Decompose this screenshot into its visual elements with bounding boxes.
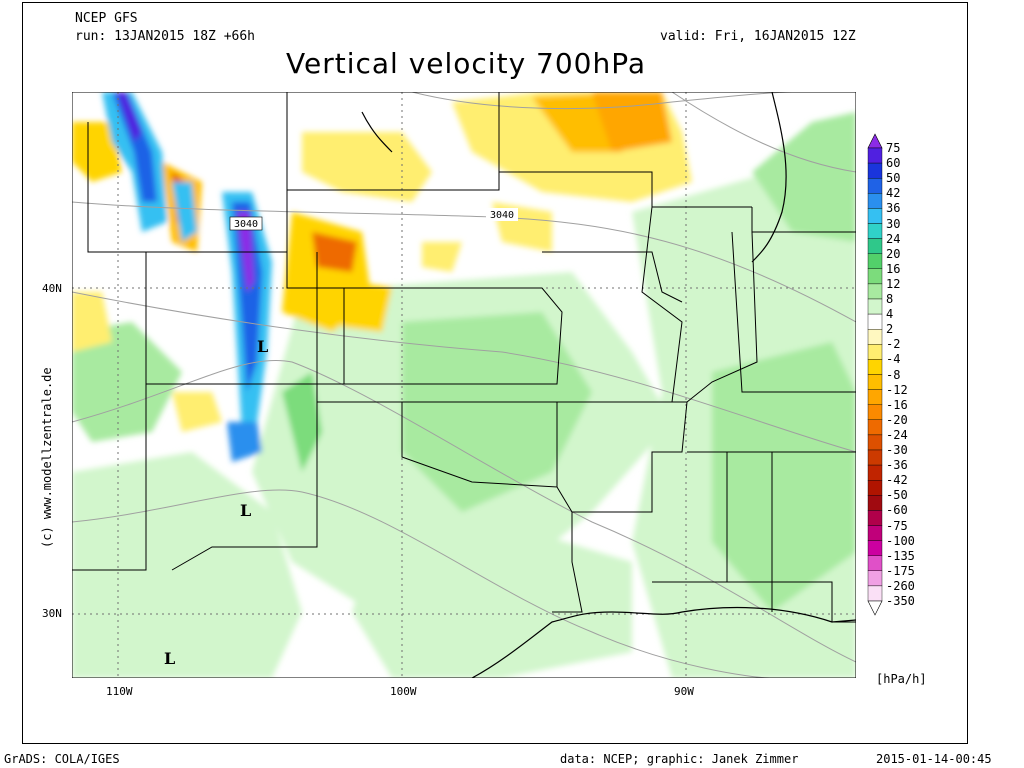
legend-level-label: -8 (886, 367, 901, 382)
lon-label-100w: 100W (390, 685, 417, 698)
run-label: run: 13JAN2015 18Z +66h (75, 29, 256, 44)
figure-frame (22, 2, 968, 744)
map-title: Vertical velocity 700hPa (286, 47, 647, 80)
footer-center: data: NCEP; graphic: Janek Zimmer (560, 752, 799, 766)
legend-level-label: -30 (886, 443, 908, 457)
contour-label: 3040 (490, 210, 514, 221)
legend-level-label: 75 (886, 141, 901, 155)
lon-label-90w: 90W (674, 685, 694, 698)
low-marker: L (257, 337, 268, 356)
legend-level-label: -20 (886, 412, 908, 427)
low-marker: L (164, 649, 175, 668)
legend-level-label: -50 (886, 488, 908, 503)
contour-label-group: 3040 3040 (229, 208, 518, 231)
legend-level-label: 4 (886, 307, 894, 322)
legend-level-label: -16 (886, 397, 908, 412)
legend-level-label: -350 (886, 594, 915, 608)
legend-level-label: -75 (886, 518, 908, 533)
legend-level-label: 8 (886, 292, 894, 306)
legend-level-label: -36 (886, 458, 908, 473)
legend-level-label: -24 (886, 427, 908, 442)
legend-level-label: -42 (886, 473, 908, 488)
legend-level-label: 50 (886, 171, 901, 186)
legend-level-label: 36 (886, 201, 901, 216)
legend-level-label: 42 (886, 186, 901, 201)
valid-label: valid: Fri, 16JAN2015 12Z (660, 29, 856, 44)
coastline (361, 92, 856, 678)
shaded-field (72, 92, 856, 678)
state-boundaries (72, 92, 856, 623)
legend-level-label: -175 (886, 563, 915, 578)
footer-left: GrADS: COLA/IGES (4, 752, 120, 766)
lat-label-40n: 40N (42, 282, 62, 295)
legend-level-label: 2 (886, 322, 894, 337)
legend-level-label: 20 (886, 246, 901, 261)
side-credit: (c) www.modellzentrale.de (40, 367, 54, 548)
low-markers: L L L (164, 337, 268, 668)
legend-level-label: 60 (886, 156, 901, 171)
model-label: NCEP GFS (75, 11, 138, 26)
legend-level-label: 30 (886, 216, 901, 231)
vertical-velocity-map: 3040 3040 L L L (72, 92, 856, 678)
legend-level-label: -60 (886, 503, 908, 518)
footer-right: 2015-01-14-00:45 (876, 752, 992, 766)
lat-label-30n: 30N (42, 607, 62, 620)
legend-level-label: -135 (886, 548, 915, 563)
legend-level-label: 16 (886, 261, 901, 276)
lon-label-110w: 110W (106, 685, 133, 698)
legend-level-label: 24 (886, 231, 901, 246)
legend-level-label: 12 (886, 276, 901, 291)
legend-level-label: -4 (886, 352, 901, 367)
legend-level-label: -100 (886, 533, 915, 548)
legend-level-label: -12 (886, 382, 908, 397)
legend-unit: [hPa/h] (876, 672, 927, 686)
legend-level-label: -260 (886, 578, 915, 593)
legend-level-label: -2 (886, 337, 901, 352)
contour-label: 3040 (234, 219, 258, 230)
low-marker: L (240, 501, 251, 520)
